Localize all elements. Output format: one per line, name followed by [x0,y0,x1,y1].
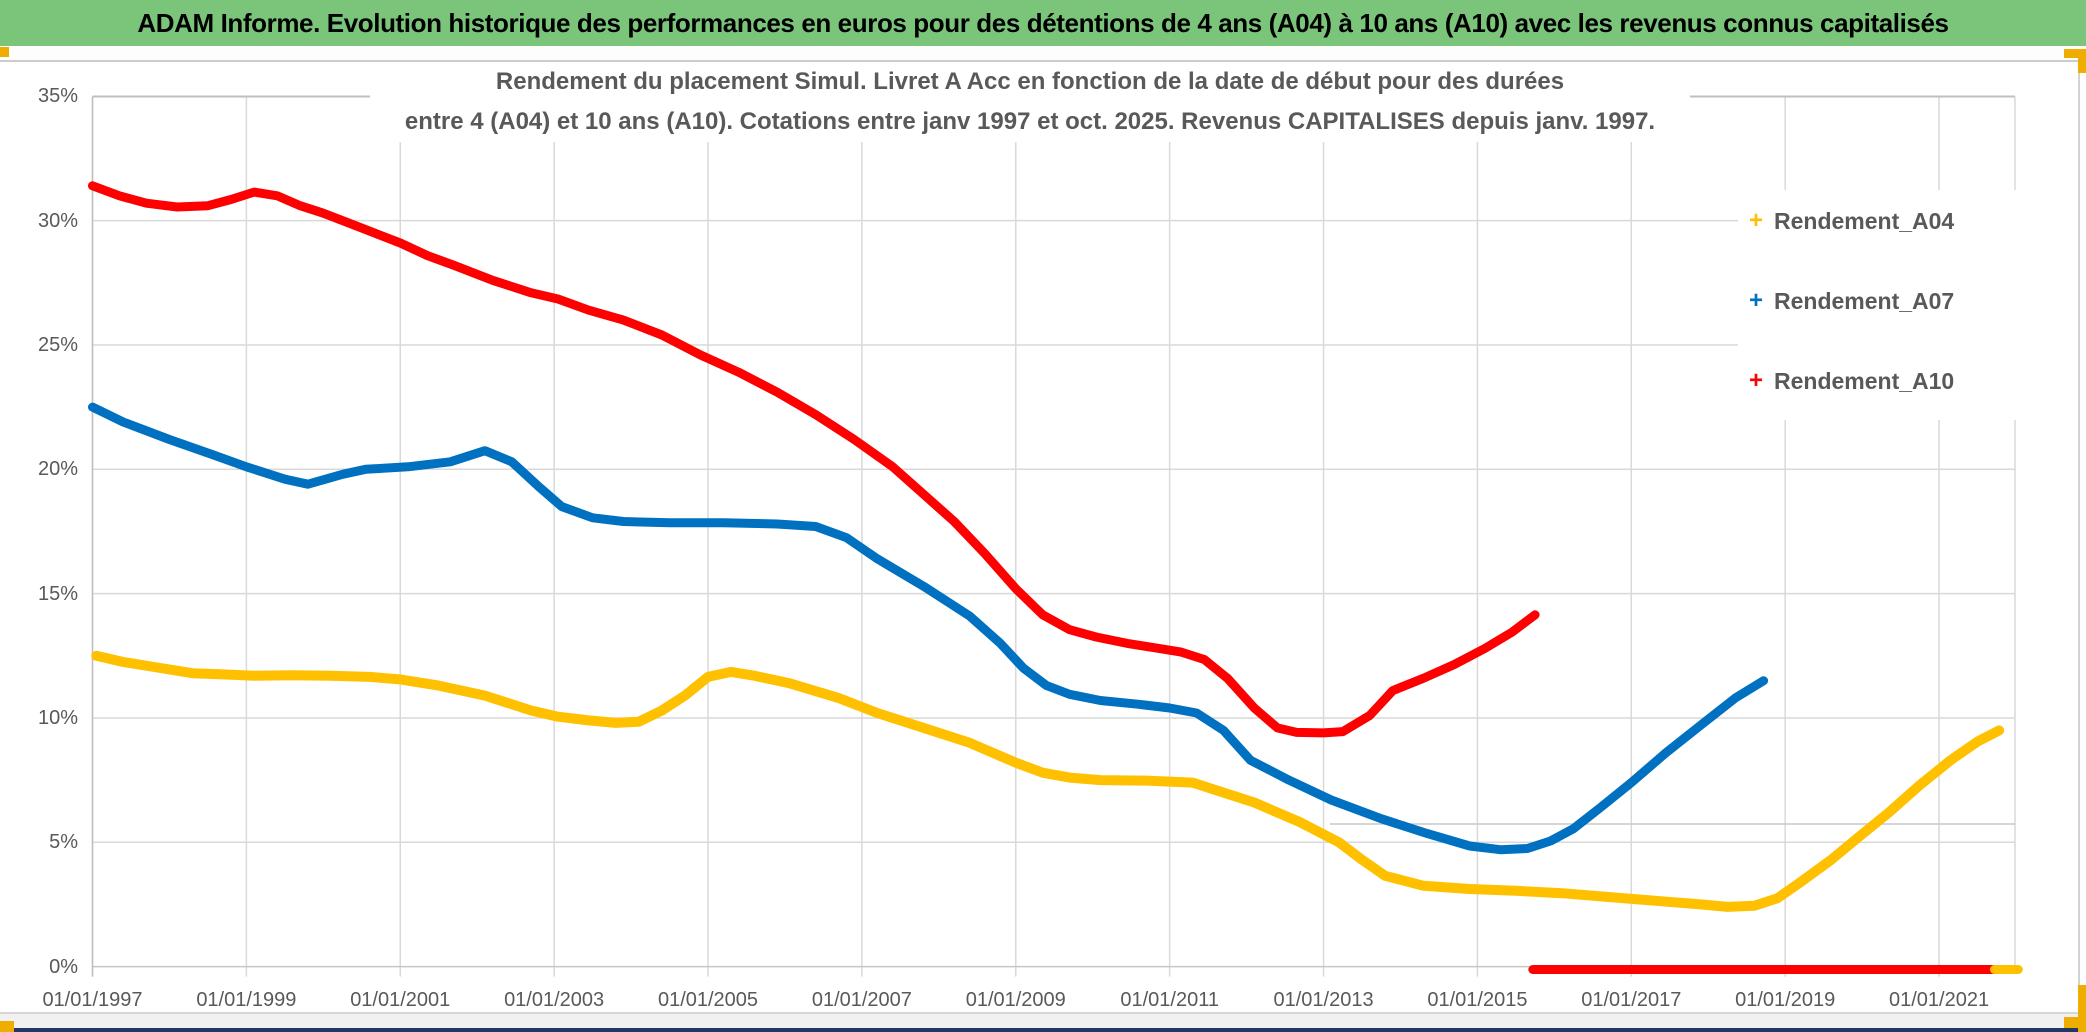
selection-corner-bottom-right-arm [2078,985,2086,1032]
legend-item-rendement_a10[interactable]: + Rendement_A10 [1738,364,2060,398]
worksheet-bottom-bar [0,1028,2086,1032]
y-tick-label-15%: 15% [37,582,78,605]
y-tick-label-20%: 20% [37,458,78,481]
legend-item-rendement_a07[interactable]: + Rendement_A07 [1738,284,2060,318]
y-tick-label-5%: 5% [49,831,78,854]
x-tick-label-2021: 01/01/2021 [1888,989,1990,1011]
series-rendement_a07[interactable] [88,402,1769,855]
x-tick-label-2015: 01/01/2015 [1427,989,1528,1011]
chart-title-line2: entre 4 (A04) et 10 ans (A10). Cotations… [404,108,1656,135]
x-tick-label-2007: 01/01/2007 [811,989,912,1011]
banner-title: ADAM Informe. Evolution historique des p… [137,7,1949,38]
legend-marker-icon: + [1748,207,1763,234]
worksheet-strip [0,1012,2086,1028]
x-tick-label-1997: 01/01/1997 [42,989,143,1011]
x-tick-label-2017: 01/01/2017 [1581,989,1682,1011]
legend-item-rendement_a04[interactable]: + Rendement_A04 [1738,204,2060,238]
y-tick-label-35%: 35% [37,85,78,108]
chart-region: Rendement du placement Simul. Livret A A… [0,62,2086,1012]
y-tick-label-25%: 25% [37,333,78,356]
legend: + Rendement_A04 + Rendement_A07 + Rendement_A… [1738,190,2060,420]
legend-marker-icon: + [1748,367,1763,394]
x-tick-label-2013: 01/01/2013 [1273,989,1374,1011]
y-tick-label-30%: 30% [37,209,78,232]
selection-corner-top-left [0,47,9,57]
selection-corner-top-right [2064,49,2086,58]
selection-corner-bottom-right [2064,1017,2086,1028]
x-tick-label-1999: 01/01/1999 [196,989,297,1011]
x-tick-label-2011: 01/01/2011 [1120,989,1219,1011]
legend-label: Rendement_A07 [1774,287,1955,314]
series-rendement_a10[interactable] [88,181,1540,738]
legend-label: Rendement_A10 [1774,367,1955,394]
worksheet-column-line [2078,62,2080,1012]
legend-marker-icon: + [1748,287,1763,314]
selection-corner-bottom-left [0,1021,14,1032]
y-tick-label-10%: 10% [37,706,78,729]
plot-area [88,95,2023,977]
banner: ADAM Informe. Evolution historique des p… [0,0,2086,46]
x-tick-label-2001: 01/01/2001 [350,989,451,1011]
x-tick-label-2003: 01/01/2003 [504,989,605,1011]
y-tick-label-0%: 0% [49,955,78,978]
chart-top-border [0,60,2086,62]
legend-label: Rendement_A04 [1774,207,1955,234]
chart-title: Rendement du placement Simul. Livret A A… [370,62,1690,142]
x-tick-label-2019: 01/01/2019 [1735,989,1836,1011]
series-rendement_a04[interactable] [91,650,2005,912]
x-tick-label-2009: 01/01/2009 [965,989,1066,1011]
chart-title-line1: Rendement du placement Simul. Livret A A… [495,68,1565,95]
gap-strip [0,46,2086,60]
selection-corner-top-right-arm [2078,49,2086,73]
x-tick-label-2005: 01/01/2005 [657,989,759,1011]
